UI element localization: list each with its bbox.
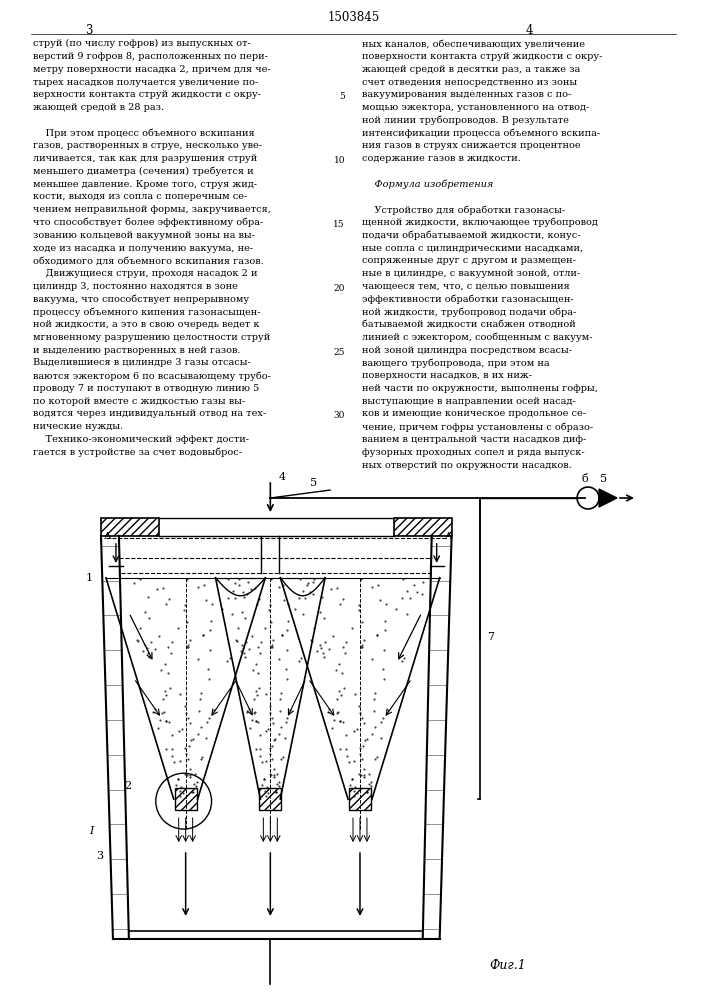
Text: струй (по числу гофров) из выпускных от-: струй (по числу гофров) из выпускных от-	[33, 39, 251, 48]
Text: проводу 7 и поступают в отводную линию 5: проводу 7 и поступают в отводную линию 5	[33, 384, 259, 393]
Text: ных каналов, обеспечивающих увеличение: ных каналов, обеспечивающих увеличение	[362, 39, 585, 49]
Text: 5: 5	[600, 474, 607, 484]
Text: и выделению растворенных в ней газов.: и выделению растворенных в ней газов.	[33, 346, 241, 355]
Text: 25: 25	[334, 348, 345, 357]
Text: процессу объемного кипения газонасыщен-: процессу объемного кипения газонасыщен-	[33, 307, 261, 317]
Text: ваются эжектором 6 по всасывающему трубо-: ваются эжектором 6 по всасывающему трубо…	[33, 371, 271, 381]
Text: 5: 5	[310, 478, 317, 488]
Text: кости, выходя из сопла с поперечным се-: кости, выходя из сопла с поперечным се-	[33, 192, 247, 201]
Text: фузорных проходных сопел и ряда выпуск-: фузорных проходных сопел и ряда выпуск-	[362, 448, 585, 457]
Text: ков и имеющие коническое продольное се-: ков и имеющие коническое продольное се-	[362, 409, 586, 418]
Text: 7: 7	[487, 632, 494, 642]
Text: ванием в центральной части насадков диф-: ванием в центральной части насадков диф-	[362, 435, 586, 444]
Text: 4: 4	[525, 24, 533, 37]
Text: вающего трубопровода, при этом на: вающего трубопровода, при этом на	[362, 358, 549, 368]
Text: нические нужды.: нические нужды.	[33, 422, 124, 431]
Text: личивается, так как для разрушения струй: личивается, так как для разрушения струй	[33, 154, 257, 163]
Text: цилиндр 3, постоянно находятся в зоне: цилиндр 3, постоянно находятся в зоне	[33, 282, 238, 291]
Text: содержание газов в жидкости.: содержание газов в жидкости.	[362, 154, 521, 163]
Text: 3: 3	[96, 851, 103, 861]
Text: 5: 5	[339, 92, 345, 101]
Text: ной жидкости, а это в свою очередь ведет к: ной жидкости, а это в свою очередь ведет…	[33, 320, 259, 329]
Text: счет отведения непосредственно из зоны: счет отведения непосредственно из зоны	[362, 78, 577, 87]
Text: чением неправильной формы, закручивается,: чением неправильной формы, закручивается…	[33, 205, 271, 214]
Bar	[259, 788, 281, 810]
Bar	[349, 788, 371, 810]
Text: поверхности насадков, в их ниж-: поверхности насадков, в их ниж-	[362, 371, 532, 380]
Text: Устройство для обработки газонасы-: Устройство для обработки газонасы-	[362, 205, 565, 215]
Text: ходе из насадка и получению вакуума, не-: ходе из насадка и получению вакуума, не-	[33, 244, 253, 253]
Text: б: б	[582, 474, 588, 484]
Text: верхности контакта струй жидкости с окру-: верхности контакта струй жидкости с окру…	[33, 90, 262, 99]
Text: 1503845: 1503845	[327, 11, 380, 24]
Text: жающей средой в десятки раз, а также за: жающей средой в десятки раз, а также за	[362, 65, 580, 74]
Text: ные сопла с цилиндрическими насадками,: ные сопла с цилиндрическими насадками,	[362, 244, 583, 253]
Text: чающееся тем, что, с целью повышения: чающееся тем, что, с целью повышения	[362, 282, 570, 291]
Bar	[394, 518, 452, 536]
Text: метру поверхности насадка 2, причем для че-: метру поверхности насадка 2, причем для …	[33, 65, 271, 74]
Text: чение, причем гофры установлены с образо-: чение, причем гофры установлены с образо…	[362, 422, 593, 432]
Text: ной жидкости, трубопровод подачи обра-: ной жидкости, трубопровод подачи обра-	[362, 307, 576, 317]
Text: 2: 2	[124, 781, 131, 791]
Text: жающей средой в 28 раз.: жающей средой в 28 раз.	[33, 103, 165, 112]
Text: Фиг.1: Фиг.1	[489, 959, 526, 972]
Text: меньшего диаметра (сечения) требуется и: меньшего диаметра (сечения) требуется и	[33, 167, 254, 176]
Text: мощью эжектора, установленного на отвод-: мощью эжектора, установленного на отвод-	[362, 103, 589, 112]
Text: ния газов в струях снижается процентное: ния газов в струях снижается процентное	[362, 141, 580, 150]
Bar	[101, 518, 159, 536]
Text: A: A	[444, 532, 451, 541]
Text: подачи обрабатываемой жидкости, конус-: подачи обрабатываемой жидкости, конус-	[362, 231, 580, 240]
Text: ной зоной цилиндра посредством всасы-: ной зоной цилиндра посредством всасы-	[362, 346, 572, 355]
Text: по которой вместе с жидкостью газы вы-: по которой вместе с жидкостью газы вы-	[33, 397, 245, 406]
Text: обходимого для объемного вскипания газов.: обходимого для объемного вскипания газов…	[33, 256, 264, 265]
Text: 20: 20	[334, 284, 345, 293]
Text: 3: 3	[86, 24, 93, 37]
Text: Технико-экономический эффект дости-: Технико-экономический эффект дости-	[33, 435, 250, 444]
Text: 15: 15	[334, 220, 345, 229]
Text: ные в цилиндре, с вакуумной зоной, отли-: ные в цилиндре, с вакуумной зоной, отли-	[362, 269, 580, 278]
Text: Формула изобретения: Формула изобретения	[362, 180, 493, 189]
Text: 4: 4	[279, 472, 286, 482]
Text: верстий 9 гофров 8, расположенных по пери-: верстий 9 гофров 8, расположенных по пер…	[33, 52, 268, 61]
Text: При этом процесс объемного вскипания: При этом процесс объемного вскипания	[33, 129, 255, 138]
Text: 30: 30	[334, 411, 345, 420]
Text: 1: 1	[86, 573, 93, 583]
Text: I: I	[89, 826, 93, 836]
Text: эффективности обработки газонасыщен-: эффективности обработки газонасыщен-	[362, 295, 573, 304]
Text: Движущиеся струи, проходя насадок 2 и: Движущиеся струи, проходя насадок 2 и	[33, 269, 258, 278]
Text: газов, растворенных в струе, несколько уве-: газов, растворенных в струе, несколько у…	[33, 141, 262, 150]
Polygon shape	[599, 489, 617, 507]
Text: вакуума, что способствует непрерывному: вакуума, что способствует непрерывному	[33, 295, 250, 304]
Text: интенсификации процесса объемного вскипа-: интенсификации процесса объемного вскипа…	[362, 129, 600, 138]
Text: тырех насадков получается увеличение по-: тырех насадков получается увеличение по-	[33, 78, 258, 87]
Text: поверхности контакта струй жидкости с окру-: поверхности контакта струй жидкости с ок…	[362, 52, 602, 61]
Text: A: A	[103, 532, 110, 541]
Text: сопряженные друг с другом и размещен-: сопряженные друг с другом и размещен-	[362, 256, 575, 265]
Text: вакуумирования выделенных газов с по-: вакуумирования выделенных газов с по-	[362, 90, 571, 99]
Text: выступающие в направлении осей насад-: выступающие в направлении осей насад-	[362, 397, 575, 406]
Text: гается в устройстве за счет водовыброс-: гается в устройстве за счет водовыброс-	[33, 448, 243, 457]
Bar	[175, 788, 197, 810]
Text: Выделившиеся в цилиндре 3 газы отсасы-: Выделившиеся в цилиндре 3 газы отсасы-	[33, 358, 251, 367]
Text: ной линии трубопроводов. В результате: ной линии трубопроводов. В результате	[362, 116, 569, 125]
Text: 10: 10	[334, 156, 345, 165]
Text: ных отверстий по окружности насадков.: ных отверстий по окружности насадков.	[362, 461, 572, 470]
Text: линией с эжектором, сообщенным с вакуум-: линией с эжектором, сообщенным с вакуум-	[362, 333, 592, 342]
Text: мгновенному разрушению целостности струй: мгновенному разрушению целостности струй	[33, 333, 271, 342]
Text: батываемой жидкости снабжен отводной: батываемой жидкости снабжен отводной	[362, 320, 575, 329]
Text: меньшее давление. Кроме того, струя жид-: меньшее давление. Кроме того, струя жид-	[33, 180, 257, 189]
Text: водятся через индивидуальный отвод на тех-: водятся через индивидуальный отвод на те…	[33, 409, 267, 418]
Text: щенной жидкости, включающее трубопровод: щенной жидкости, включающее трубопровод	[362, 218, 598, 227]
Text: ней части по окружности, выполнены гофры,: ней части по окружности, выполнены гофры…	[362, 384, 598, 393]
Text: зованию кольцевой вакуумной зоны на вы-: зованию кольцевой вакуумной зоны на вы-	[33, 231, 255, 240]
Text: что способствует более эффективному обра-: что способствует более эффективному обра…	[33, 218, 264, 227]
